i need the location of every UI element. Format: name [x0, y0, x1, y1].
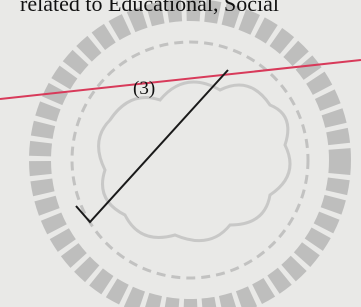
partial-text: related to Educational, Social	[20, 0, 279, 17]
item-number: (3)	[133, 78, 155, 100]
stamp-inner-ring	[72, 42, 308, 278]
scanned-page: related to Educational, Social (3)	[0, 0, 361, 307]
stamp-ring	[40, 10, 340, 307]
stamp-and-marks	[0, 0, 361, 307]
